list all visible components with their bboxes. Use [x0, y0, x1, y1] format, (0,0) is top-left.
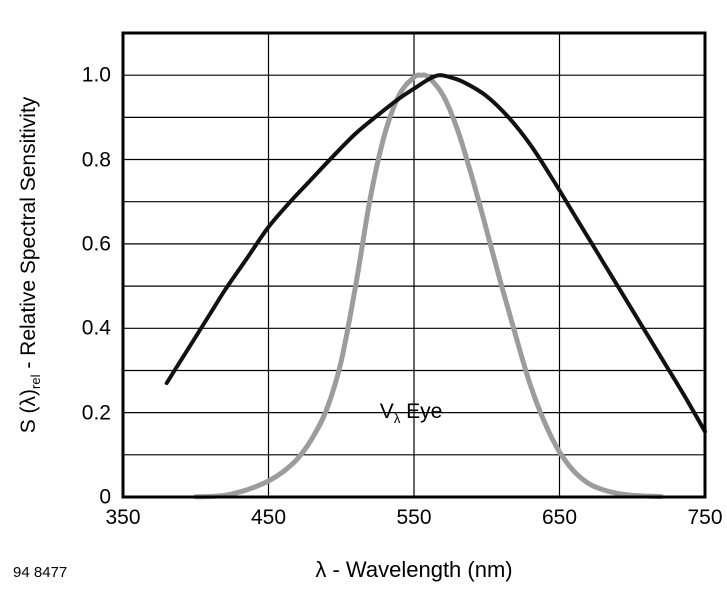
y-tick-label: 0.2: [81, 401, 111, 425]
x-tick-label: 450: [250, 506, 287, 529]
figure-number: 94 8477: [13, 564, 68, 581]
x-tick-label: 350: [105, 506, 141, 529]
y-axis-label-main: S (λ): [16, 388, 40, 434]
eye-curve-label-lambda: λ: [393, 410, 401, 426]
y-axis-label-subscript: rel: [28, 374, 44, 389]
y-tick-label: 0: [99, 485, 111, 509]
y-tick-label: 0.4: [81, 316, 111, 340]
y-axis-label-suffix: - Relative Spectral Sensitivity: [16, 96, 40, 375]
eye-sensitivity-V-lambda-gray-curve: [193, 72, 664, 500]
x-axis-label: λ - Wavelength (nm): [315, 557, 513, 582]
y-axis-label: S (λ)rel - Relative Spectral Sensitivity: [17, 97, 43, 434]
y-tick-label: 0.8: [81, 147, 111, 171]
x-tick-label: 550: [396, 506, 432, 529]
x-tick-label: 750: [687, 506, 723, 529]
detector-spectral-sensitivity-black-curve: [164, 73, 707, 434]
eye-curve-label-eye: Eye: [400, 399, 443, 423]
plot-border: [121, 31, 707, 499]
eye-curve-label-v: V: [379, 399, 394, 423]
x-tick-label: 650: [541, 506, 578, 529]
y-tick-label: 1.0: [81, 63, 111, 87]
eye-curve-label: Vλ Eye: [380, 400, 443, 426]
y-tick-label: 0.6: [81, 232, 111, 256]
